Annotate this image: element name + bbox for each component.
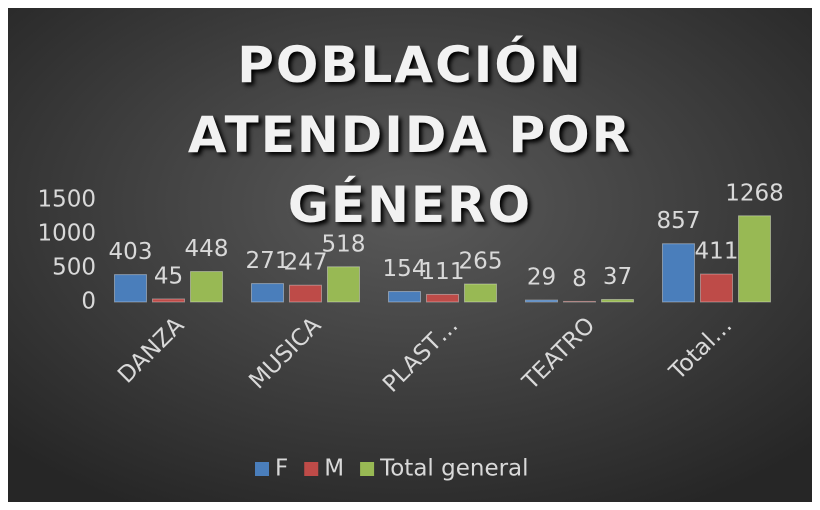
data-label: 448 [185, 236, 229, 262]
bar [662, 243, 695, 303]
data-label: 857 [657, 208, 701, 234]
bar [289, 284, 322, 303]
data-label: 154 [383, 256, 427, 282]
bar [426, 293, 459, 303]
data-label: 37 [603, 264, 632, 290]
bar [190, 271, 223, 303]
y-tick-label: 1500 [37, 187, 96, 213]
bar [525, 299, 558, 303]
bar [388, 291, 421, 303]
bar [152, 298, 185, 303]
bar [327, 266, 360, 303]
bar [464, 283, 497, 303]
legend-swatch [255, 462, 269, 476]
bar [251, 283, 284, 303]
legend-label: Total general [379, 456, 528, 482]
data-label: 1268 [725, 180, 784, 206]
bar [563, 300, 596, 303]
data-label: 29 [527, 265, 556, 291]
data-label: 271 [246, 248, 290, 274]
y-tick-label: 500 [52, 255, 96, 281]
data-label: 247 [284, 250, 328, 276]
data-label: 403 [109, 239, 153, 265]
y-tick-label: 1000 [37, 221, 96, 247]
chart-title: POBLACIÓN ATENDIDA POR GÉNERO [187, 36, 633, 234]
bar [114, 274, 147, 303]
legend-label: F [275, 456, 288, 482]
bar [601, 298, 634, 303]
legend-swatch [360, 462, 375, 476]
data-label: 411 [695, 239, 739, 265]
y-tick-label: 0 [81, 289, 96, 315]
bar [700, 273, 733, 303]
data-label: 45 [154, 263, 183, 289]
data-label: 265 [459, 248, 503, 274]
legend-swatch [304, 462, 319, 476]
data-label: 518 [322, 231, 366, 257]
bar [738, 215, 771, 303]
legend-label: M [324, 456, 344, 482]
data-label: 111 [421, 259, 465, 285]
data-label: 8 [572, 266, 587, 292]
